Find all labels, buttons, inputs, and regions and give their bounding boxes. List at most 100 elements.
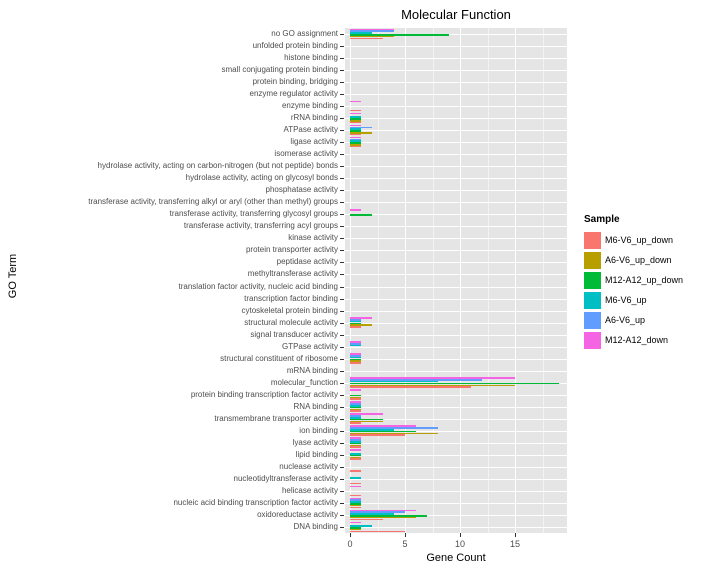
y-tick-label: DNA binding — [293, 521, 338, 531]
grid-line-minor — [377, 28, 379, 533]
grid-line-horizontal — [345, 322, 567, 324]
grid-line-horizontal — [345, 106, 567, 108]
bar — [350, 384, 515, 387]
bar — [350, 353, 361, 355]
bar — [350, 35, 394, 38]
y-tick-label: ATPase activity — [283, 125, 338, 135]
bar — [350, 458, 361, 461]
grid-line-horizontal — [345, 82, 567, 84]
bar — [350, 442, 361, 445]
y-tick-label: lyase activity — [292, 437, 338, 447]
legend-label: M12-A12_up_down — [605, 275, 684, 285]
bar — [350, 358, 361, 361]
y-tick-label: protein binding, bridging — [252, 77, 338, 87]
bar — [350, 415, 361, 417]
grid-line-horizontal — [345, 430, 567, 432]
bar — [350, 326, 361, 328]
y-tick-mark — [340, 298, 344, 300]
bar — [350, 398, 361, 400]
y-tick-mark — [340, 202, 344, 204]
bar — [350, 396, 361, 399]
bar — [350, 100, 361, 103]
legend-title: Sample — [584, 214, 620, 225]
bar — [350, 514, 427, 517]
y-tick-label: peptidase activity — [276, 257, 338, 267]
bar — [350, 320, 361, 323]
grid-line-major — [350, 28, 351, 533]
y-tick-mark — [340, 34, 344, 35]
y-tick-mark — [340, 466, 344, 468]
y-tick-label: nuclease activity — [279, 461, 338, 471]
grid-line-horizontal — [345, 94, 567, 96]
y-tick-label: hydrolase activity, acting on carbon-nit… — [97, 161, 338, 171]
y-tick-mark — [340, 166, 344, 168]
bar — [350, 126, 372, 129]
bar — [350, 324, 372, 326]
y-tick-label: protein binding transcription factor act… — [190, 389, 338, 399]
bar — [350, 446, 361, 449]
y-tick-mark — [340, 334, 344, 336]
x-tick-label: 5 — [402, 539, 408, 549]
bar — [350, 477, 361, 479]
legend-swatch — [584, 271, 601, 289]
legend: Sample M6-V6_up_down A6-V6_up_down M12-A12… — [584, 214, 683, 350]
bar — [350, 432, 438, 435]
bar — [350, 145, 361, 148]
grid-line-horizontal — [345, 202, 567, 204]
grid-line-minor — [487, 28, 489, 533]
bar — [350, 420, 383, 423]
y-tick-mark — [340, 70, 344, 72]
bar — [350, 32, 372, 34]
y-tick-label: molecular_function — [270, 377, 338, 387]
y-tick-label: methyltransferase activity — [247, 269, 338, 279]
legend-label: M6-V6_up — [605, 295, 647, 305]
y-tick-label: nucleotidyltransferase activity — [233, 473, 339, 483]
y-tick-mark — [340, 118, 344, 120]
y-tick-mark — [340, 274, 344, 276]
x-tick-mark — [460, 533, 461, 537]
grid-line-horizontal — [345, 358, 567, 360]
bar — [350, 418, 383, 421]
grid-line-horizontal — [345, 490, 567, 492]
grid-line-horizontal — [345, 478, 567, 480]
grid-line-minor — [432, 28, 434, 533]
legend-swatch — [584, 251, 601, 269]
bar — [350, 34, 449, 36]
y-tick-label: ion binding — [299, 425, 338, 435]
x-tick-label: 15 — [509, 539, 520, 549]
y-tick-label: small conjugating protein binding — [221, 65, 338, 75]
legend-swatch — [584, 291, 601, 309]
bar — [350, 485, 361, 488]
grid-line-minor — [542, 28, 544, 533]
bar — [350, 518, 383, 521]
bar — [350, 509, 416, 512]
bar — [350, 513, 394, 515]
grid-line-horizontal — [345, 274, 567, 276]
bar — [350, 497, 361, 500]
bar — [350, 454, 361, 457]
y-tick-label: rRNA binding — [290, 113, 338, 123]
grid-line-horizontal — [345, 142, 567, 144]
y-tick-mark — [340, 286, 344, 288]
y-tick-label: ligase activity — [290, 137, 338, 147]
bar — [350, 501, 361, 503]
grid-line-horizontal — [345, 262, 567, 264]
bar — [350, 494, 361, 497]
bar — [350, 525, 372, 527]
y-tick-mark — [340, 346, 344, 348]
bar — [350, 355, 361, 357]
bar — [350, 410, 361, 412]
bar — [350, 144, 361, 146]
legend-label: A6-V6_up — [605, 315, 646, 325]
bar — [350, 360, 361, 363]
y-tick-mark — [340, 382, 344, 384]
legend-swatch — [584, 231, 601, 249]
y-tick-label: oxidoreductase activity — [257, 509, 338, 519]
grid-line-horizontal — [345, 406, 567, 408]
bar — [350, 394, 361, 397]
bar — [350, 130, 361, 132]
y-tick-label: GTPase activity — [281, 341, 338, 351]
bar — [350, 133, 361, 136]
bar — [350, 401, 361, 403]
y-tick-label: signal transducer activity — [250, 329, 338, 339]
